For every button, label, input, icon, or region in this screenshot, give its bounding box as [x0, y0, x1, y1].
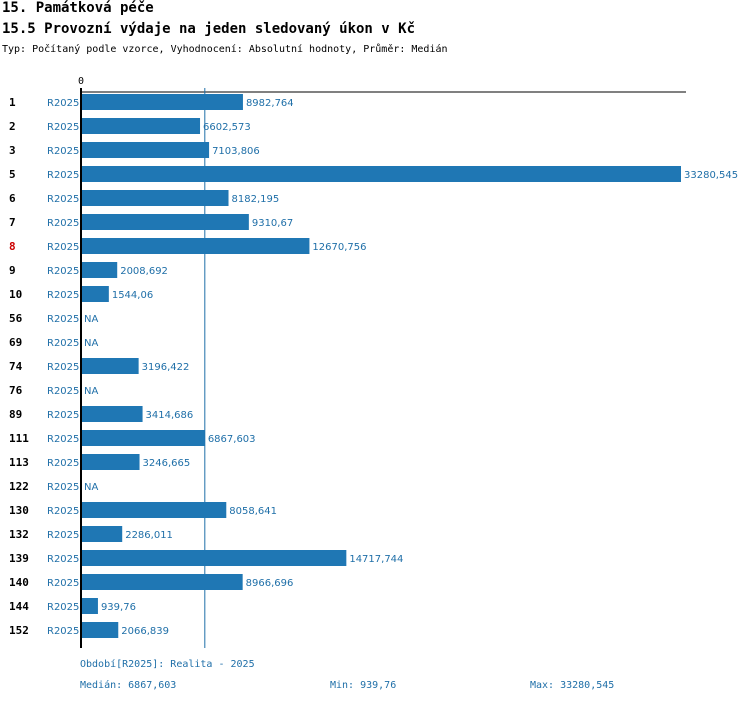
bar-value-label: 3246,665 — [143, 458, 191, 469]
bar — [81, 598, 98, 614]
bar — [81, 430, 205, 446]
row-id-label: 56 — [9, 312, 23, 325]
bar — [81, 214, 249, 230]
row-period-label: R2025 — [47, 554, 79, 565]
chart-title: 15.5 Provozní výdaje na jeden sledovaný … — [2, 21, 416, 37]
axis-zero-label: 0 — [78, 76, 84, 87]
bar-value-label: 8182,195 — [232, 194, 280, 205]
row-period-label: R2025 — [47, 170, 79, 181]
row-period-label: R2025 — [47, 290, 79, 301]
row-period-label: R2025 — [47, 146, 79, 157]
bar — [81, 454, 140, 470]
bar-value-label: 6602,573 — [203, 122, 251, 133]
section-title: 15. Památková péče — [2, 0, 154, 16]
bar-value-label: 3196,422 — [142, 362, 190, 373]
bar — [81, 286, 109, 302]
bar-value-label: 3414,686 — [146, 410, 194, 421]
row-id-label: 9 — [9, 264, 16, 277]
median-stat: Medián: 6867,603 — [80, 680, 177, 691]
bar-value-label: NA — [84, 314, 98, 325]
bar-value-label: 2286,011 — [125, 530, 173, 541]
row-period-label: R2025 — [47, 242, 79, 253]
row-id-label: 113 — [9, 456, 29, 469]
row-id-label: 152 — [9, 624, 29, 637]
row-period-label: R2025 — [47, 362, 79, 373]
period-legend: Období[R2025]: Realita - 2025 — [80, 659, 255, 670]
bar — [81, 550, 347, 566]
bar-value-label: 12670,756 — [312, 242, 366, 253]
bar-value-label: 2066,839 — [121, 626, 169, 637]
row-period-label: R2025 — [47, 386, 79, 397]
row-period-label: R2025 — [47, 218, 79, 229]
bar — [81, 190, 229, 206]
bar-value-label: 7103,806 — [212, 146, 260, 157]
bar-value-label: 8966,696 — [246, 578, 294, 589]
row-id-label: 10 — [9, 288, 22, 301]
bar — [81, 118, 201, 134]
bar-value-label: NA — [84, 386, 98, 397]
row-id-label: 6 — [9, 192, 16, 205]
row-period-label: R2025 — [47, 98, 79, 109]
row-id-label: 132 — [9, 528, 29, 541]
row-period-label: R2025 — [47, 602, 79, 613]
row-id-label: 76 — [9, 384, 23, 397]
bar — [81, 526, 123, 542]
row-period-label: R2025 — [47, 122, 79, 133]
row-id-label: 1 — [9, 96, 16, 109]
row-id-label: 144 — [9, 600, 29, 613]
row-id-label: 2 — [9, 120, 16, 133]
bar-value-label: 2008,692 — [120, 266, 168, 277]
row-period-label: R2025 — [47, 482, 79, 493]
max-stat: Max: 33280,545 — [530, 680, 615, 691]
row-id-label: 3 — [9, 144, 16, 157]
bar — [81, 406, 143, 422]
row-period-label: R2025 — [47, 266, 79, 277]
row-id-label: 7 — [9, 216, 16, 229]
row-id-label: 139 — [9, 552, 29, 565]
row-period-label: R2025 — [47, 410, 79, 421]
bar-value-label: 9310,67 — [252, 218, 293, 229]
bar-value-label: NA — [84, 482, 98, 493]
row-id-label: 5 — [9, 168, 16, 181]
bar — [81, 574, 243, 590]
row-id-label: 74 — [9, 360, 23, 373]
bar-value-label: 939,76 — [101, 602, 136, 613]
row-period-label: R2025 — [47, 314, 79, 325]
bar-value-label: 1544,06 — [112, 290, 153, 301]
row-period-label: R2025 — [47, 626, 79, 637]
min-stat: Min: 939,76 — [330, 680, 397, 691]
row-period-label: R2025 — [47, 578, 79, 589]
bar — [81, 358, 139, 374]
row-id-label: 122 — [9, 480, 29, 493]
bar-value-label: 6867,603 — [208, 434, 256, 445]
row-period-label: R2025 — [47, 458, 79, 469]
bar — [81, 502, 227, 518]
bar — [81, 622, 119, 638]
row-id-label: 69 — [9, 336, 22, 349]
bar — [81, 94, 243, 110]
row-period-label: R2025 — [47, 434, 79, 445]
bar — [81, 142, 210, 158]
row-id-label: 89 — [9, 408, 22, 421]
bar — [81, 238, 310, 254]
bar-value-label: 14717,744 — [349, 554, 403, 565]
bar — [81, 262, 118, 278]
chart-subtitle: Typ: Počítaný podle vzorce, Vyhodnocení:… — [2, 44, 448, 55]
bar-value-label: NA — [84, 338, 98, 349]
row-period-label: R2025 — [47, 506, 79, 517]
bar-value-label: 8058,641 — [229, 506, 277, 517]
row-id-label: 130 — [9, 504, 29, 517]
row-period-label: R2025 — [47, 530, 79, 541]
row-id-label: 111 — [9, 432, 29, 445]
bar-value-label: 33280,545 — [684, 170, 738, 181]
bar — [81, 166, 681, 182]
row-id-label: 140 — [9, 576, 29, 589]
row-period-label: R2025 — [47, 194, 79, 205]
row-id-label: 8 — [9, 240, 16, 253]
bar-value-label: 8982,764 — [246, 98, 294, 109]
row-period-label: R2025 — [47, 338, 79, 349]
